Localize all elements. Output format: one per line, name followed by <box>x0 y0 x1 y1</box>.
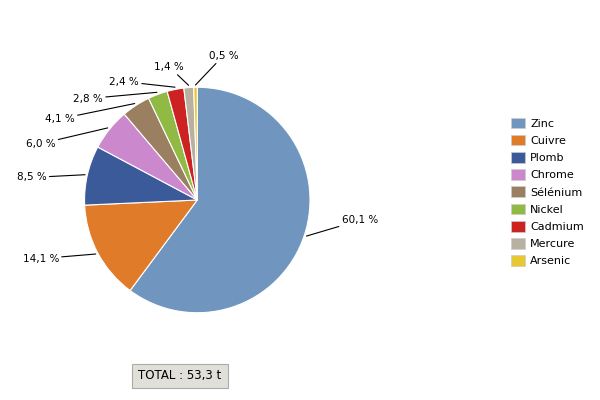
Text: 2,8 %: 2,8 % <box>73 92 157 104</box>
Wedge shape <box>149 91 197 200</box>
Text: 2,4 %: 2,4 % <box>109 77 175 87</box>
Text: 6,0 %: 6,0 % <box>26 128 107 149</box>
Wedge shape <box>85 200 197 290</box>
Wedge shape <box>130 87 310 313</box>
Wedge shape <box>167 88 197 200</box>
Text: 14,1 %: 14,1 % <box>23 254 96 264</box>
Wedge shape <box>184 87 197 200</box>
Wedge shape <box>194 87 197 200</box>
Wedge shape <box>85 147 197 205</box>
Text: 4,1 %: 4,1 % <box>45 104 134 124</box>
Text: 1,4 %: 1,4 % <box>154 62 188 85</box>
Text: 8,5 %: 8,5 % <box>17 172 85 182</box>
Wedge shape <box>98 114 197 200</box>
Text: 0,5 %: 0,5 % <box>196 51 238 85</box>
Legend: Zinc, Cuivre, Plomb, Chrome, Sélénium, Nickel, Cadmium, Mercure, Arsenic: Zinc, Cuivre, Plomb, Chrome, Sélénium, N… <box>507 113 589 271</box>
Text: 60,1 %: 60,1 % <box>307 215 378 236</box>
Wedge shape <box>124 98 197 200</box>
Text: TOTAL : 53,3 t: TOTAL : 53,3 t <box>139 370 221 382</box>
